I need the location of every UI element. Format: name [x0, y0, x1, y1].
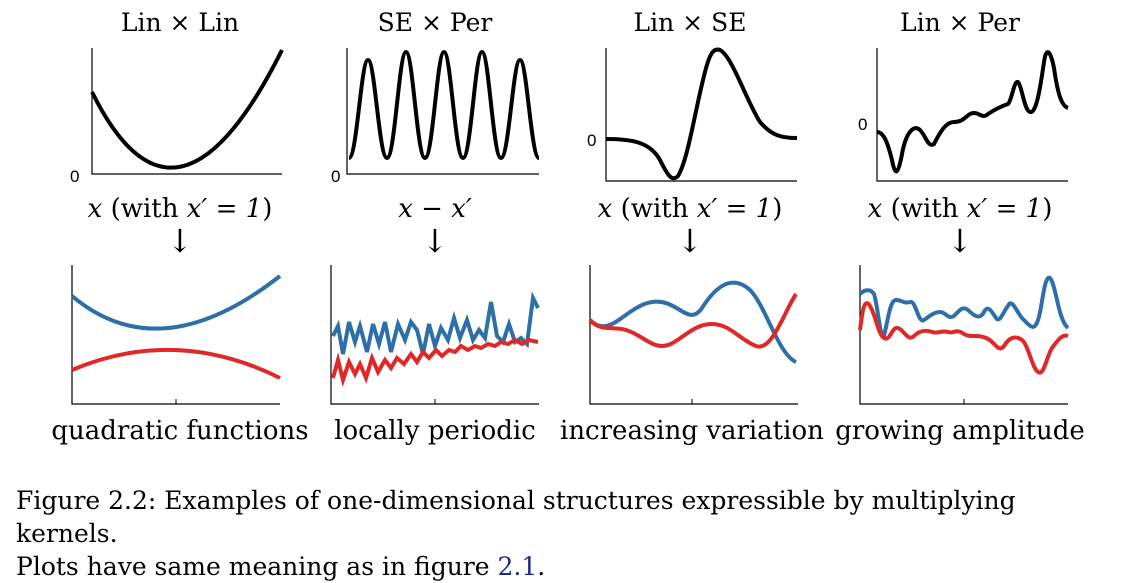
kernel-curve — [876, 50, 1069, 174]
x-expression: x (with x′ = 1) — [87, 194, 273, 224]
x-expression: x − x′ — [398, 194, 472, 224]
panel-lin-se: Lin × SE 0 x (with x′ = 1) ↓ increasing … — [560, 0, 824, 460]
panel-title: Lin × Lin — [120, 8, 240, 37]
sample-plot-lin-per — [858, 265, 1070, 405]
sample-red — [588, 292, 798, 349]
bottom-caption: quadratic functions — [51, 416, 309, 446]
panel-lin-lin: Lin × Lin 0 x (with x′ = 1) ↓ quadratic … — [50, 0, 310, 460]
sample-blue — [858, 275, 1070, 339]
panel-title: Lin × SE — [633, 8, 747, 37]
bottom-caption: increasing variation — [560, 416, 824, 446]
kernel-curve — [90, 49, 284, 170]
figure-caption: Figure 2.2: Examples of one-dimensional … — [16, 484, 1116, 583]
panel-title: SE × Per — [377, 8, 493, 37]
axes — [589, 265, 798, 405]
y-tick-zero: 0 — [858, 115, 867, 134]
bottom-caption: growing amplitude — [835, 416, 1085, 446]
kernel-plot-lin-lin: 0 — [70, 48, 284, 186]
axes — [876, 48, 1068, 182]
down-arrow-icon: ↓ — [946, 222, 974, 260]
axes — [91, 48, 282, 175]
bottom-caption: locally periodic — [334, 416, 536, 446]
caption-line-1: Figure 2.2: Examples of one-dimensional … — [16, 486, 1016, 548]
kernel-curve — [347, 49, 541, 161]
sample-blue — [70, 274, 282, 331]
kernel-plot-lin-se: 0 — [587, 47, 798, 182]
panel-title: Lin × Per — [900, 8, 1020, 37]
caption-line-2: Plots have same meaning as in figure 2.1… — [16, 552, 546, 581]
down-arrow-icon: ↓ — [421, 222, 449, 260]
axes — [605, 48, 797, 182]
axes — [859, 265, 1068, 405]
sample-plot-se-per — [330, 265, 540, 405]
x-expression: x (with x′ = 1) — [867, 194, 1053, 224]
sample-blue — [588, 280, 798, 364]
axes — [330, 265, 539, 405]
y-tick-zero: 0 — [587, 131, 596, 150]
panel-se-per: SE × Per 0 x − x′ ↓ locally periodic — [305, 0, 565, 460]
sample-red — [71, 347, 281, 380]
y-tick-zero: 0 — [331, 167, 340, 186]
sample-plot-lin-se — [588, 265, 798, 405]
axes — [346, 48, 539, 175]
down-arrow-icon: ↓ — [166, 222, 194, 260]
sample-blue — [331, 291, 540, 355]
panel-lin-per: Lin × Per 0 x (with x′ = 1) ↓ growing am… — [830, 0, 1090, 460]
sample-plot-lin-lin — [70, 265, 282, 405]
kernel-plot-se-per: 0 — [331, 48, 541, 186]
sample-red — [331, 337, 539, 388]
axes — [71, 265, 280, 405]
down-arrow-icon: ↓ — [676, 222, 704, 260]
x-expression: x (with x′ = 1) — [597, 194, 783, 224]
kernel-plot-lin-per: 0 — [858, 48, 1069, 182]
y-tick-zero: 0 — [70, 167, 79, 186]
kernel-curve — [605, 47, 798, 181]
figure-reference-link[interactable]: 2.1 — [497, 552, 538, 581]
sample-red — [858, 301, 1069, 375]
